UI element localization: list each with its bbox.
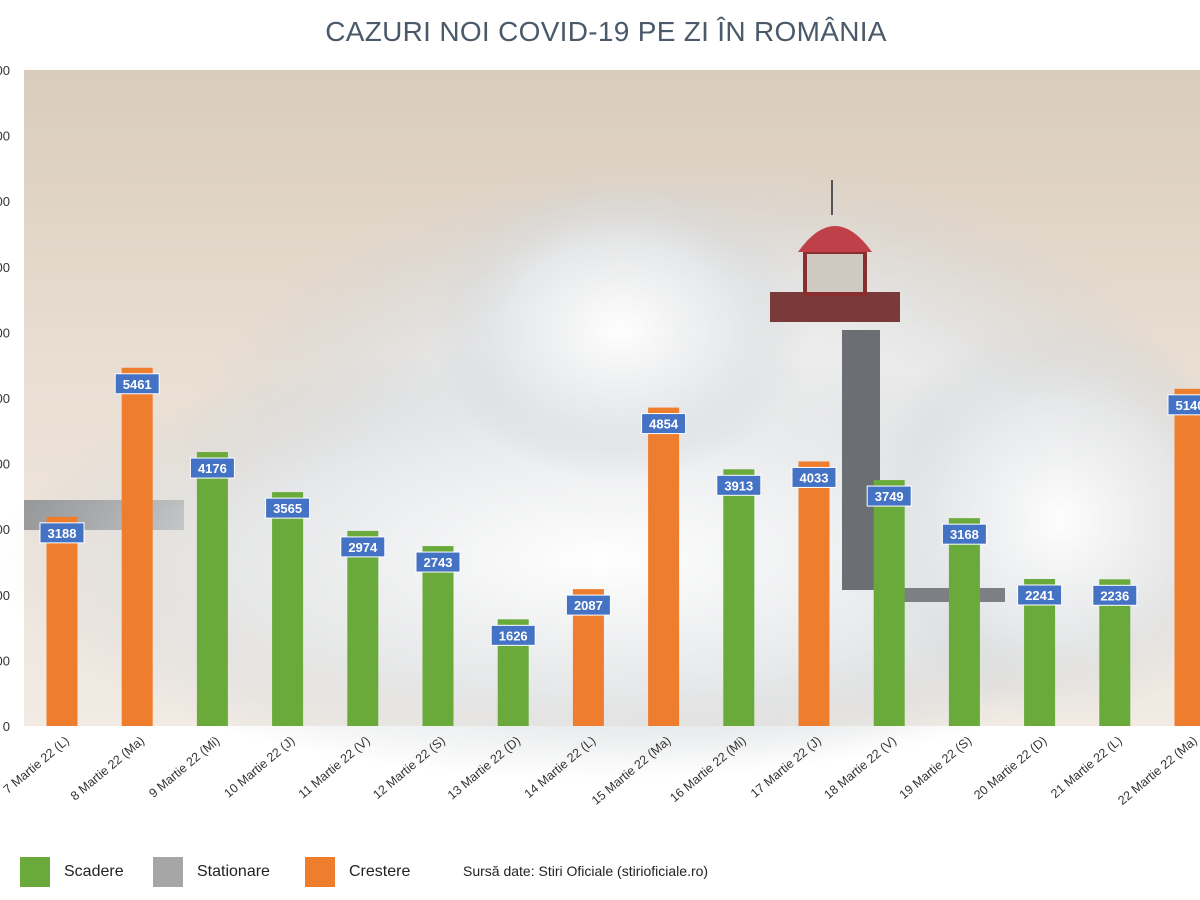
x-tick-label: 10 Martie 22 (J): [221, 734, 297, 801]
y-tick-label: 00: [0, 129, 10, 144]
x-tick-label: 7 Martie 22 (L): [1, 734, 72, 797]
x-tick-label: 22 Martie 22 (Ma): [1115, 734, 1200, 808]
data-label: 5461: [123, 377, 152, 392]
data-label: 3913: [724, 478, 753, 493]
data-label-box: [415, 551, 461, 573]
y-tick-label: 00: [0, 653, 10, 668]
y-tick-label: 00: [0, 588, 10, 603]
y-tick-label: 00: [0, 457, 10, 472]
data-label: 3749: [875, 489, 904, 504]
data-label: 2743: [424, 555, 453, 570]
legend-label-scadere: Scadere: [64, 863, 124, 880]
legend-label-stationare: Stationare: [197, 863, 270, 880]
data-label-box: [114, 373, 160, 395]
x-tick-label: 21 Martie 22 (L): [1048, 734, 1125, 801]
data-label: 5140: [1176, 398, 1200, 413]
data-label: 3188: [48, 526, 77, 541]
data-label-box: [941, 523, 987, 545]
legend-item-stationare: Stationare: [153, 856, 270, 888]
bar: [948, 518, 980, 726]
bar: [272, 492, 304, 726]
data-label-box: [189, 457, 235, 479]
bar: [347, 530, 379, 726]
bar: [121, 367, 153, 726]
data-label-box: [866, 485, 912, 507]
data-label-box: [1017, 584, 1063, 606]
data-label: 4033: [800, 470, 829, 485]
data-label-box: [39, 522, 85, 544]
y-tick-label: 00: [0, 260, 10, 275]
data-label: 2236: [1100, 588, 1129, 603]
data-label: 1626: [499, 628, 528, 643]
y-tick-label: 00: [0, 522, 10, 537]
data-source-note: Sursă date: Stiri Oficiale (stirioficial…: [463, 863, 709, 879]
data-label: 3168: [950, 527, 979, 542]
y-tick-label: 00: [0, 391, 10, 406]
data-label-box: [1167, 394, 1200, 416]
data-label: 3565: [273, 501, 302, 516]
legend-swatch-scadere: [20, 857, 50, 887]
data-label: 2974: [348, 540, 378, 555]
data-label-box: [791, 466, 837, 488]
data-label: 4854: [649, 417, 679, 432]
x-tick-label: 9 Martie 22 (Mi): [146, 734, 222, 801]
legend-swatch-stationare: [153, 857, 183, 887]
bar: [46, 516, 78, 726]
data-label-box: [265, 497, 311, 519]
data-label-box: [565, 594, 611, 616]
bar: [798, 461, 830, 726]
data-label-box: [716, 474, 762, 496]
data-label-box: [340, 536, 386, 558]
bar: [196, 452, 228, 726]
data-label: 2241: [1025, 588, 1054, 603]
bar: [422, 546, 454, 726]
y-tick-label: 00: [0, 325, 10, 340]
data-label: 4176: [198, 461, 227, 476]
bar: [873, 480, 905, 726]
bar: [723, 469, 755, 726]
data-labels: 3188 5461 4176 3565 2974 2743 1626 2087 4854 3913…: [39, 373, 1200, 646]
data-label: 2087: [574, 598, 603, 613]
legend-item-crestere: Crestere: [305, 856, 410, 888]
chart-title: CAZURI NOI COVID-19 PE ZI ÎN ROMÂNIA: [325, 16, 887, 47]
y-tick-label: 00: [0, 194, 10, 209]
data-label-box: [1092, 584, 1138, 606]
y-tick-label: 0: [3, 719, 10, 734]
legend-label-crestere: Crestere: [349, 863, 411, 880]
x-tick-label: 20 Martie 22 (D): [971, 734, 1049, 803]
bar: [1174, 388, 1200, 726]
data-label-box: [641, 413, 687, 435]
legend-swatch-crestere: [305, 857, 335, 887]
y-tick-label: 00: [0, 63, 10, 78]
x-tick-label: 8 Martie 22 (Ma): [68, 734, 147, 804]
bar: [648, 407, 680, 726]
y-axis-ticks: 000000000000000000000: [0, 63, 10, 734]
data-label-box: [490, 624, 536, 646]
legend-item-scadere: Scadere: [20, 856, 124, 888]
